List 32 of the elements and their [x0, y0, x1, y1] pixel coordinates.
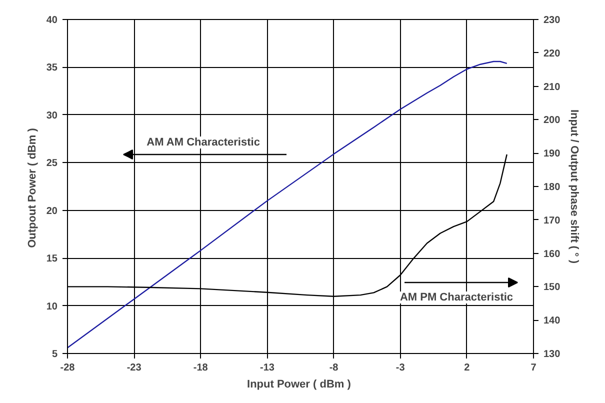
- y2-tick-label: 180: [544, 182, 561, 193]
- y-tick-label: 5: [52, 349, 58, 360]
- y2-tick-label: 140: [544, 316, 561, 327]
- y2-tick-label: 210: [544, 82, 561, 93]
- y2-tick-label: 170: [544, 215, 561, 226]
- x-tick-label: -8: [329, 362, 339, 374]
- y-tick-label: 30: [46, 110, 58, 122]
- y-axis-title: Outpout Power ( dBm ): [26, 128, 38, 248]
- annotation: AM AM Characteristic: [146, 136, 260, 148]
- x-tick-label: 7: [530, 362, 537, 374]
- y2-tick-label: 130: [544, 349, 561, 360]
- x-tick-label: 2: [464, 362, 470, 374]
- y2-tick-label: 220: [544, 48, 561, 60]
- x-axis-title: Input Power ( dBm ): [247, 378, 352, 390]
- x-tick-label: -13: [260, 362, 275, 374]
- y2-tick-label: 150: [544, 282, 561, 294]
- y-tick-label: 35: [46, 62, 58, 74]
- y-tick-label: 20: [46, 206, 58, 217]
- y2-tick-label: 160: [544, 248, 561, 260]
- x-tick-label: -3: [396, 362, 406, 374]
- x-tick-label: -28: [60, 362, 76, 374]
- y-tick-label: 15: [46, 254, 58, 265]
- annotation: AM PM Characteristic: [400, 292, 514, 304]
- y2-axis-title: Input / Output phase shift ( ° ): [568, 109, 580, 264]
- y-tick-label: 10: [46, 301, 58, 312]
- x-tick-label: -18: [193, 362, 208, 374]
- y2-tick-label: 190: [544, 148, 561, 160]
- x-tick-label: -23: [126, 362, 142, 374]
- y2-tick-label: 200: [544, 115, 561, 126]
- y2-tick-label: 230: [544, 15, 561, 26]
- y-tick-label: 25: [46, 158, 58, 170]
- y-tick-label: 40: [46, 15, 58, 26]
